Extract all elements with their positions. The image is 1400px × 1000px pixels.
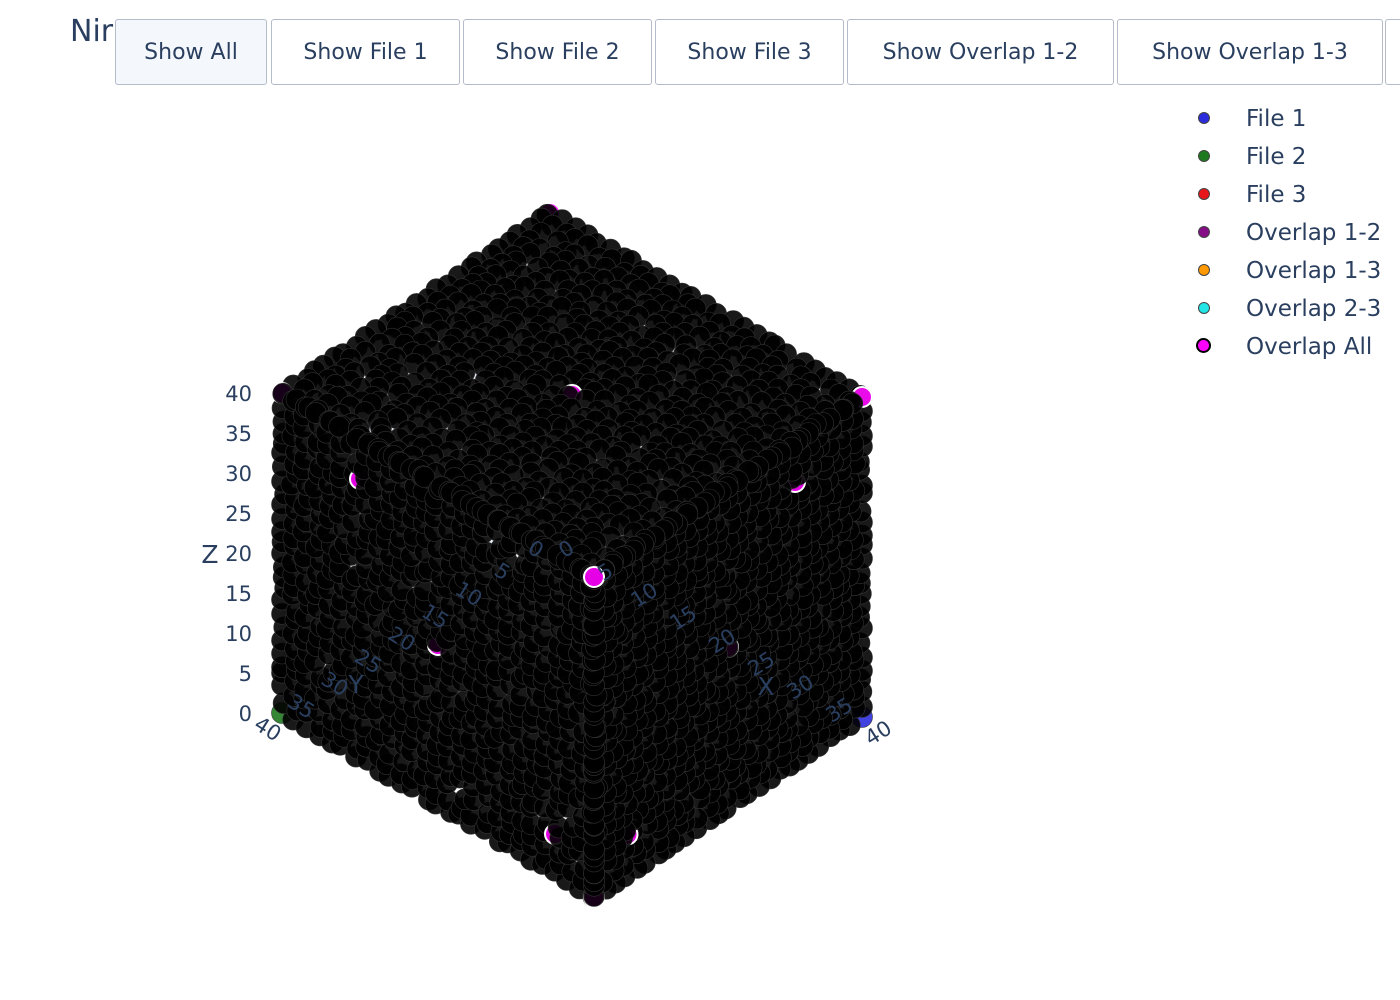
- data-point: [413, 466, 436, 488]
- z-tick-label: 5: [239, 662, 252, 686]
- z-tick-label: 35: [225, 422, 252, 446]
- legend-marker-overlap-2-3: [1198, 302, 1210, 314]
- legend-item-overlap-1-3[interactable]: Overlap 1-3: [1190, 254, 1400, 292]
- legend-label-overlap-1-2: Overlap 1-2: [1246, 220, 1382, 246]
- legend-label-file-3: File 3: [1246, 182, 1307, 208]
- y-axis-title: Y: [347, 670, 364, 699]
- legend-item-overlap-2-3[interactable]: Overlap 2-3: [1190, 292, 1400, 330]
- legend-label-file-2: File 2: [1246, 144, 1307, 170]
- axis-titles: Z Y X: [201, 540, 774, 701]
- legend-marker-overlap-1-2: [1198, 226, 1210, 238]
- z-tick-label: 40: [225, 382, 252, 406]
- legend-label-file-1: File 1: [1246, 106, 1307, 132]
- legend-item-overlap-all[interactable]: Overlap All: [1190, 330, 1400, 368]
- legend-label-overlap-2-3: Overlap 2-3: [1246, 296, 1382, 322]
- show-overlap-1-3-button[interactable]: Show Overlap 1-3: [1117, 19, 1383, 85]
- z-tick-label: 20: [225, 542, 252, 566]
- legend-marker-overlap-all: [1196, 338, 1211, 353]
- show-overlap-1-2-button[interactable]: Show Overlap 1-2: [847, 19, 1114, 85]
- z-tick-label: 15: [225, 582, 252, 606]
- legend-marker-file-1: [1198, 112, 1210, 124]
- legend-marker-file-3: [1198, 188, 1210, 200]
- show-file-1-button[interactable]: Show File 1: [271, 19, 460, 85]
- legend-label-overlap-all: Overlap All: [1246, 334, 1373, 360]
- legend-marker-file-2: [1198, 150, 1210, 162]
- more-filter-button[interactable]: [1385, 19, 1400, 85]
- show-file-3-button[interactable]: Show File 3: [655, 19, 844, 85]
- legend-item-file-3[interactable]: File 3: [1190, 178, 1400, 216]
- legend-marker-overlap-1-3: [1198, 264, 1210, 276]
- show-file-2-button[interactable]: Show File 2: [463, 19, 652, 85]
- legend-label-overlap-1-3: Overlap 1-3: [1246, 258, 1382, 284]
- data-point: [583, 566, 605, 588]
- z-tick-label: 0: [239, 702, 252, 726]
- scatter3d-scene[interactable]: 0510152025303540051015202530354005101520…: [0, 0, 1100, 1000]
- legend-item-file-2[interactable]: File 2: [1190, 140, 1400, 178]
- z-tick-label: 25: [225, 502, 252, 526]
- data-points: [271, 202, 873, 908]
- z-axis-title: Z: [201, 540, 218, 569]
- legend-item-file-1[interactable]: File 1: [1190, 102, 1400, 140]
- x-axis-title: X: [757, 672, 774, 701]
- legend-item-overlap-1-2[interactable]: Overlap 1-2: [1190, 216, 1400, 254]
- z-tick-label: 30: [225, 462, 252, 486]
- page-title: Nir: [70, 14, 114, 49]
- z-tick-label: 10: [225, 622, 252, 646]
- show-all-button[interactable]: Show All: [115, 19, 267, 85]
